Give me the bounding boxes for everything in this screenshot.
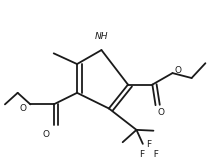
Text: O: O	[157, 109, 164, 117]
Text: O: O	[19, 104, 26, 113]
Text: O: O	[43, 130, 50, 139]
Text: F
F   F: F F F	[140, 140, 159, 159]
Text: O: O	[175, 66, 182, 75]
Text: NH: NH	[95, 32, 108, 41]
